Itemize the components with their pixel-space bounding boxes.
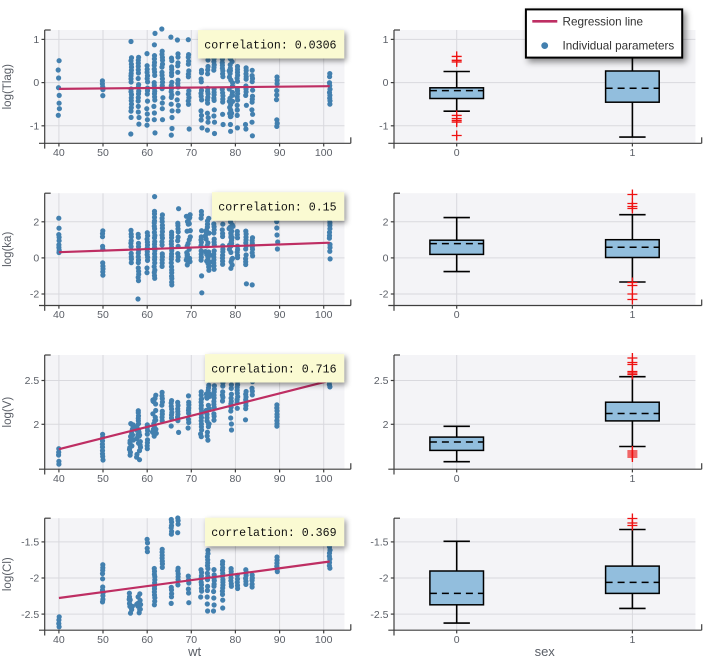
svg-text:-2: -2 <box>30 573 39 585</box>
svg-text:0: 0 <box>383 253 389 265</box>
svg-text:70: 70 <box>185 147 197 159</box>
svg-text:50: 50 <box>97 309 109 321</box>
svg-text:90: 90 <box>274 634 286 646</box>
svg-text:2: 2 <box>33 216 39 228</box>
svg-text:2: 2 <box>383 419 389 431</box>
svg-text:0: 0 <box>383 77 389 89</box>
svg-text:-2.5: -2.5 <box>370 609 388 621</box>
svg-text:log(Cl): log(Cl) <box>2 557 14 591</box>
svg-text:log(V): log(V) <box>2 397 14 428</box>
svg-text:2: 2 <box>33 419 39 431</box>
svg-text:90: 90 <box>274 309 286 321</box>
svg-text:1: 1 <box>33 34 39 46</box>
svg-text:0: 0 <box>454 309 460 321</box>
svg-text:1: 1 <box>383 34 389 46</box>
svg-text:100: 100 <box>315 309 333 321</box>
svg-text:90: 90 <box>274 473 286 485</box>
svg-text:50: 50 <box>97 147 109 159</box>
svg-text:log(Tlag): log(Tlag) <box>2 64 14 110</box>
svg-text:100: 100 <box>315 147 333 159</box>
svg-text:1: 1 <box>629 309 635 321</box>
svg-text:log(ka): log(ka) <box>2 232 14 267</box>
svg-text:-1: -1 <box>30 120 39 132</box>
svg-text:90: 90 <box>274 147 286 159</box>
svg-text:-2: -2 <box>379 573 388 585</box>
svg-text:40: 40 <box>53 309 65 321</box>
svg-text:50: 50 <box>97 473 109 485</box>
svg-text:80: 80 <box>230 634 242 646</box>
svg-text:100: 100 <box>315 473 333 485</box>
svg-text:-2: -2 <box>30 289 39 301</box>
svg-text:100: 100 <box>315 634 333 646</box>
svg-text:-1: -1 <box>379 120 388 132</box>
svg-text:60: 60 <box>141 634 153 646</box>
svg-text:0: 0 <box>454 147 460 159</box>
svg-text:70: 70 <box>185 634 197 646</box>
svg-text:80: 80 <box>230 309 242 321</box>
svg-text:2: 2 <box>383 216 389 228</box>
svg-text:1: 1 <box>629 634 635 646</box>
svg-text:0: 0 <box>33 77 39 89</box>
svg-text:correlation: 0.15: correlation: 0.15 <box>218 202 336 215</box>
svg-text:60: 60 <box>141 309 153 321</box>
svg-text:70: 70 <box>185 473 197 485</box>
svg-text:70: 70 <box>185 309 197 321</box>
svg-text:80: 80 <box>230 147 242 159</box>
svg-text:sex: sex <box>535 644 556 659</box>
svg-text:-2.5: -2.5 <box>21 609 39 621</box>
svg-text:2.5: 2.5 <box>374 375 389 387</box>
svg-text:wt: wt <box>187 644 201 659</box>
svg-text:-1.5: -1.5 <box>21 537 39 549</box>
svg-text:1: 1 <box>629 473 635 485</box>
svg-text:40: 40 <box>53 634 65 646</box>
svg-text:60: 60 <box>141 473 153 485</box>
svg-text:2.5: 2.5 <box>25 375 40 387</box>
svg-text:80: 80 <box>230 473 242 485</box>
svg-text:correlation: 0.716: correlation: 0.716 <box>211 363 336 376</box>
svg-text:50: 50 <box>97 634 109 646</box>
svg-text:correlation: 0.369: correlation: 0.369 <box>211 527 336 540</box>
svg-text:0: 0 <box>33 253 39 265</box>
svg-text:40: 40 <box>53 473 65 485</box>
svg-text:60: 60 <box>141 147 153 159</box>
svg-text:0: 0 <box>454 634 460 646</box>
svg-text:Regression line: Regression line <box>563 15 644 28</box>
svg-text:-1.5: -1.5 <box>370 537 388 549</box>
svg-text:correlation: 0.0306: correlation: 0.0306 <box>204 39 336 52</box>
svg-text:-2: -2 <box>379 289 388 301</box>
svg-text:0: 0 <box>454 473 460 485</box>
svg-text:40: 40 <box>53 147 65 159</box>
svg-text:Individual parameters: Individual parameters <box>563 40 675 53</box>
svg-text:1: 1 <box>629 147 635 159</box>
